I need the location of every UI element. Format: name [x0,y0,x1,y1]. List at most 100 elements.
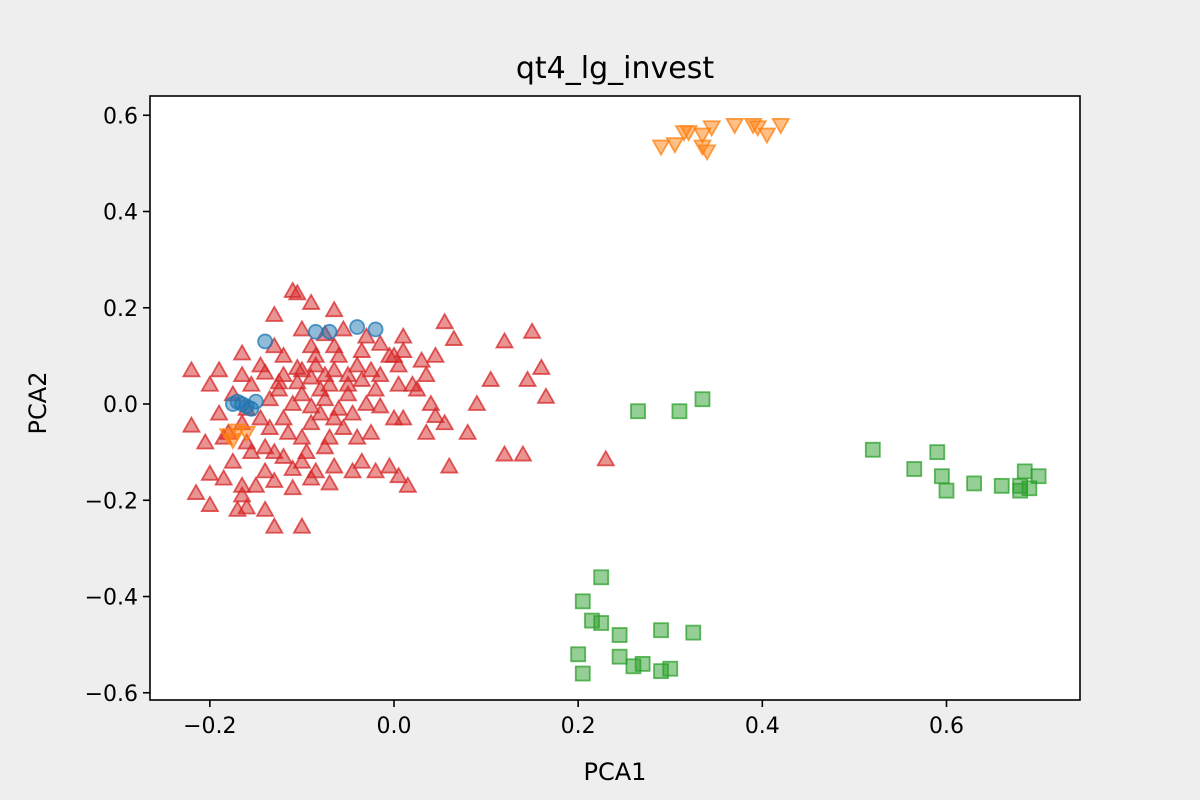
scatter-point-square [933,468,950,485]
scatter-point-triangle-up [214,468,234,486]
scatter-point-triangle-down [725,117,745,135]
scatter-point-triangle-down [771,117,791,135]
scatter-point-triangle-up [393,341,413,358]
y-tick-label: 0.4 [103,201,138,226]
scatter-point-triangle-up [324,456,344,474]
scatter-point-triangle-up [292,516,312,534]
scatter-point-triangle-up [416,423,436,440]
scatter-point-square [574,593,591,610]
scatter-point-triangle-up [287,372,307,390]
scatter-point-triangle-up [292,319,312,337]
scatter-point-triangle-up [232,485,252,503]
scatter-point-triangle-up [439,456,459,474]
scatter-point-triangle-up [425,406,445,423]
scatter-point-triangle-down [692,127,713,145]
scatter-point-triangle-up [389,466,409,484]
scatter-point-triangle-up [260,418,280,435]
scatter-point-circle [257,333,273,350]
scatter-point-triangle-up [320,374,340,392]
y-axis-label: PCA2 [24,372,52,435]
scatter-point-triangle-up [310,403,330,421]
scatter-point-triangle-up [416,365,436,383]
scatter-point-triangle-up [338,384,358,402]
scatter-point-triangle-up [273,408,294,426]
scatter-point-triangle-down [697,144,717,162]
y-tick-label: 0.0 [103,393,138,418]
scatter-point-triangle-up [370,334,390,351]
scatter-point-triangle-up [232,343,252,361]
scatter-point-triangle-up [306,346,326,363]
scatter-point-triangle-up [283,459,303,476]
scatter-point-triangle-down [237,425,257,443]
scatter-point-triangle-up [398,476,418,493]
x-tick-label: −0.2 [183,714,236,739]
scatter-point-triangle-up [241,374,261,392]
scatter-point-triangle-up [407,379,427,397]
scatter-point-circle [367,321,384,338]
scatter-point-triangle-up [361,360,381,378]
scatter-point-triangle-up [366,461,386,479]
scatter-point-square [685,624,702,641]
x-tick-label: 0.2 [561,714,596,739]
y-tick-label: −0.2 [85,489,138,514]
scatter-point-triangle-up [255,437,275,455]
scatter-point-triangle-down [651,139,671,157]
scatter-point-triangle-up [324,408,344,426]
scatter-point-square [906,461,923,477]
data-points [181,117,1047,682]
x-tick-label: 0.0 [377,714,412,739]
scatter-point-triangle-up [292,384,312,402]
scatter-point-triangle-up [255,362,275,380]
scatter-point-triangle-up [287,358,307,375]
scatter-point-square [593,569,610,586]
scatter-point-triangle-up [301,396,321,414]
scatter-point-square [611,648,628,665]
scatter-point-triangle-up [333,319,353,337]
scatter-point-circle [349,319,366,335]
plot-frame [149,95,1081,701]
scatter-point-triangle-up [352,370,372,387]
scatter-point-triangle-down [757,127,777,145]
x-tick-label: 0.4 [745,714,780,739]
scatter-point-square [662,660,679,677]
scatter-point-triangle-up [347,427,367,445]
scatter-point-triangle-up [264,516,284,534]
scatter-point-triangle-up [481,370,501,387]
scatter-point-triangle-up [223,451,243,469]
scatter-point-triangle-up [513,444,533,462]
scatter-point-square [653,622,669,639]
scatter-point-triangle-up [264,305,284,322]
scatter-point-triangle-up [425,346,445,363]
scatter-point-square [574,665,591,682]
scatter-point-triangle-up [333,418,353,435]
scatter-point-square [1021,480,1038,497]
scatter-point-triangle-up [283,478,303,496]
scatter-point-triangle-up [531,358,551,375]
scatter-point-triangle-up [352,341,372,358]
scatter-point-triangle-up [264,442,284,460]
y-axis: −0.6 −0.4 −0.2 0.0 0.2 0.4 0.6 [85,104,150,707]
chart-title: qt4_lg_invest [516,51,714,86]
scatter-point-square [611,627,628,643]
scatter-point-triangle-up [389,374,409,392]
scatter-point-triangle-up [596,449,616,467]
scatter-point-triangle-up [320,427,340,445]
scatter-point-triangle-up [494,444,515,462]
scatter-point-triangle-up [522,322,542,339]
scatter-point-circle [243,400,260,417]
scatter-point-triangle-up [273,346,294,363]
scatter-point-triangle-down [665,137,685,154]
scatter-point-triangle-up [278,423,298,440]
scatter-point-triangle-up [250,408,271,426]
scatter-point-triangle-up [232,365,252,383]
scatter-point-triangle-up [347,355,367,373]
scatter-point-triangle-up [195,432,215,450]
y-tick-label: 0.6 [103,104,138,129]
scatter-point-triangle-up [379,456,399,474]
scatter-point-triangle-down [702,120,722,138]
scatter-point-triangle-up [181,360,201,378]
plot-area [150,96,1080,700]
scatter-point-triangle-up [301,413,321,431]
scatter-point-triangle-up [458,423,478,440]
